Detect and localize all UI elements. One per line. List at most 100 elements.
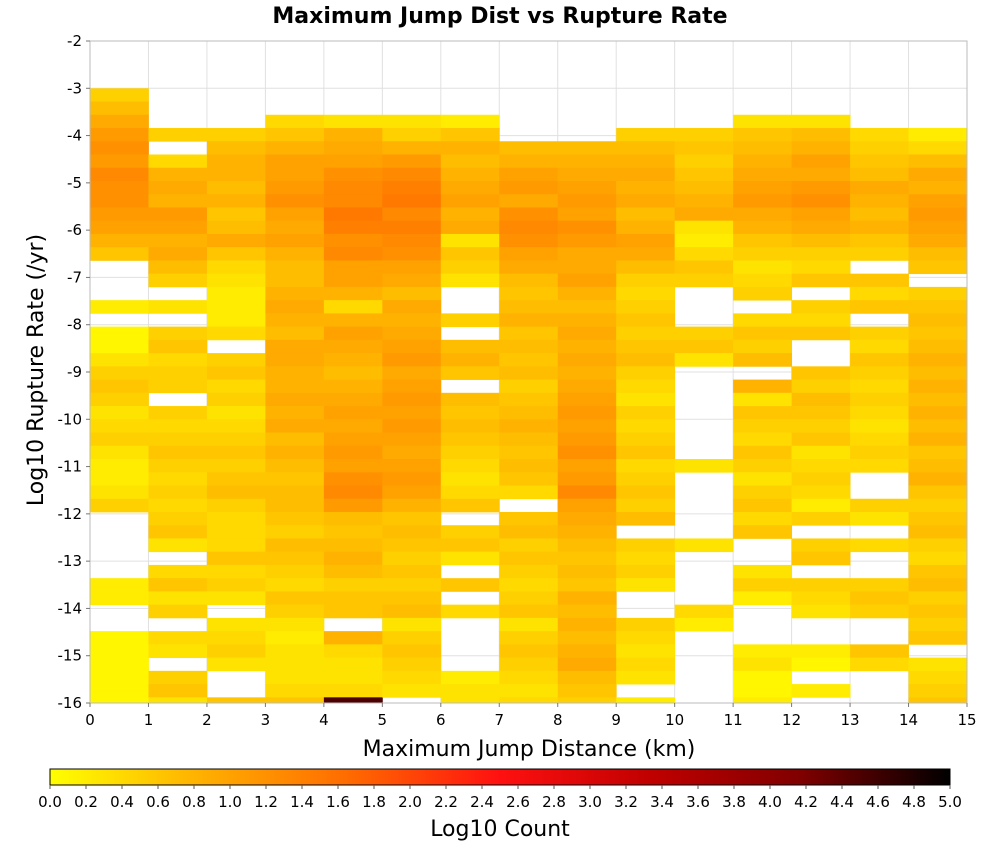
- heatmap-cell-0-11: [90, 233, 149, 248]
- heatmap-cell-2-38: [206, 631, 266, 645]
- heatmap-cell-14-15: [908, 326, 968, 341]
- heatmap-cell-1-22: [148, 419, 208, 433]
- heatmap-cell-1-10: [148, 260, 208, 275]
- heatmap-cell-10-2: [674, 154, 734, 169]
- heatmap-cell-9-22: [616, 419, 676, 433]
- heatmap-cell-5-30: [382, 511, 442, 526]
- heatmap-cell-2-2: [206, 154, 266, 169]
- heatmap-cell-5-40: [382, 644, 442, 659]
- heatmap-cell-10-6: [674, 207, 734, 222]
- heatmap-cell-12-27: [791, 472, 851, 486]
- heatmap-cell-1-30: [148, 525, 208, 539]
- heatmap-cell-0-9: [90, 207, 149, 222]
- heatmap-cell-2-18: [206, 366, 266, 380]
- heatmap-cell-5-28: [382, 485, 442, 500]
- heatmap-cell-9-12: [616, 286, 676, 301]
- colorbar-tick-label-9: 1.8: [362, 793, 386, 811]
- heatmap-cell-5-19: [382, 366, 442, 380]
- x-axis-ticks: 0 1 2 3 4 5 6 7 8 9 10 11 12 13 14 15: [85, 703, 977, 729]
- heatmap-cell-3-16: [265, 326, 325, 341]
- heatmap-cell-13-20: [850, 392, 909, 407]
- heatmap-cell-4-44: [323, 697, 383, 704]
- heatmap-cell-9-29: [616, 511, 676, 526]
- heatmap-cell-11-1: [733, 128, 792, 142]
- heatmap-cell-0-18: [90, 326, 149, 341]
- heatmap-cell-5-29: [382, 498, 442, 513]
- heatmap-cell-4-31: [323, 525, 383, 539]
- colorbar-tick-label-20: 4.0: [758, 793, 782, 811]
- heatmap-cell-2-6: [206, 207, 266, 222]
- heatmap-cell-7-38: [499, 644, 559, 659]
- heatmap-cell-9-41: [616, 670, 676, 685]
- heatmap-cell-2-29: [206, 511, 266, 526]
- heatmap-cell-6-28: [440, 485, 500, 500]
- heatmap-cell-3-14: [265, 300, 325, 314]
- heatmap-cell-7-3: [499, 180, 559, 195]
- heatmap-cell-7-5: [499, 207, 559, 222]
- x-tick-label-12: 12: [782, 711, 801, 729]
- heatmap-cell-3-26: [265, 459, 325, 473]
- heatmap-cell-1-42: [148, 684, 208, 698]
- heatmap-cell-9-7: [616, 220, 676, 235]
- heatmap-cell-14-34: [908, 578, 968, 592]
- heatmap-cell-7-37: [499, 631, 559, 645]
- heatmap-cell-2-32: [206, 551, 266, 566]
- heatmap-cell-12-40: [791, 644, 851, 659]
- heatmap-cell-7-16: [499, 353, 559, 367]
- x-tick-label-10: 10: [665, 711, 684, 729]
- heatmap-cell-13-15: [850, 326, 909, 341]
- heatmap-cell-8-40: [557, 670, 617, 685]
- heatmap-cell-9-13: [616, 300, 676, 314]
- heatmap-cell-6-35: [440, 578, 500, 592]
- heatmap-cell-11-27: [733, 472, 792, 486]
- heatmap-cell-12-35: [791, 578, 851, 592]
- heatmap-cell-13-4: [850, 180, 909, 195]
- heatmap-cell-11-30: [733, 511, 792, 526]
- x-tick-label-7: 7: [494, 711, 504, 729]
- heatmap-cell-8-31: [557, 551, 617, 566]
- heatmap-cell-14-41: [908, 670, 968, 685]
- heatmap-cell-2-8: [206, 233, 266, 248]
- heatmap-cell-12-1: [791, 128, 851, 142]
- heatmap-cell-2-34: [206, 578, 266, 592]
- heatmap-cell-2-14: [206, 313, 266, 328]
- heatmap-cell-5-41: [382, 657, 442, 672]
- heatmap-cell-6-44: [440, 697, 500, 704]
- heatmap-cell-5-20: [382, 379, 442, 394]
- heatmap-cell-4-16: [323, 326, 383, 341]
- colorbar-tick-label-8: 1.6: [326, 793, 350, 811]
- heatmap-cell-2-21: [206, 406, 266, 420]
- heatmap-cell-5-1: [382, 128, 442, 142]
- heatmap-cell-10-11: [674, 273, 734, 288]
- heatmap-cell-8-24: [557, 459, 617, 473]
- heatmap-cell-5-39: [382, 631, 442, 645]
- heatmap-cell-11-28: [733, 485, 792, 500]
- heatmap-cell-7-22: [499, 432, 559, 447]
- heatmap-cell-13-9: [850, 247, 909, 261]
- heatmap-cell-14-3: [908, 167, 968, 182]
- heatmap-cell-7-23: [499, 445, 559, 460]
- heatmap-cell-2-31: [206, 538, 266, 553]
- heatmap-cell-11-9: [733, 233, 792, 248]
- heatmap-cell-14-7: [908, 220, 968, 235]
- heatmap-cell-11-0: [733, 114, 792, 129]
- heatmap-cell-7-29: [499, 525, 559, 539]
- heatmap-cell-7-24: [499, 459, 559, 473]
- heatmap-cell-9-33: [616, 564, 676, 579]
- heatmap-cell-2-23: [206, 432, 266, 447]
- heatmap-cell-8-27: [557, 498, 617, 513]
- colorbar-ticks: 0.0 0.2 0.4 0.6 0.8 1.0 1.2 1.4 1.6 1.8 2.0 2.2 2.4 2…: [38, 785, 962, 811]
- heatmap-cell-4-40: [323, 644, 383, 659]
- heatmap-cell-9-27: [616, 485, 676, 500]
- heatmap-cell-11-3: [733, 154, 792, 169]
- heatmap-cell-2-35: [206, 591, 266, 606]
- heatmap-cell-0-21: [90, 366, 149, 380]
- heatmap-cell-6-9: [440, 233, 500, 248]
- heatmap-cell-3-3: [265, 154, 325, 169]
- heatmap-cell-4-11: [323, 260, 383, 275]
- heatmap-cell-3-24: [265, 432, 325, 447]
- heatmap-cell-5-9: [382, 233, 442, 248]
- heatmap-cell-12-32: [791, 538, 851, 553]
- heatmap-cell-3-9: [265, 233, 325, 248]
- heatmap-cell-3-39: [265, 631, 325, 645]
